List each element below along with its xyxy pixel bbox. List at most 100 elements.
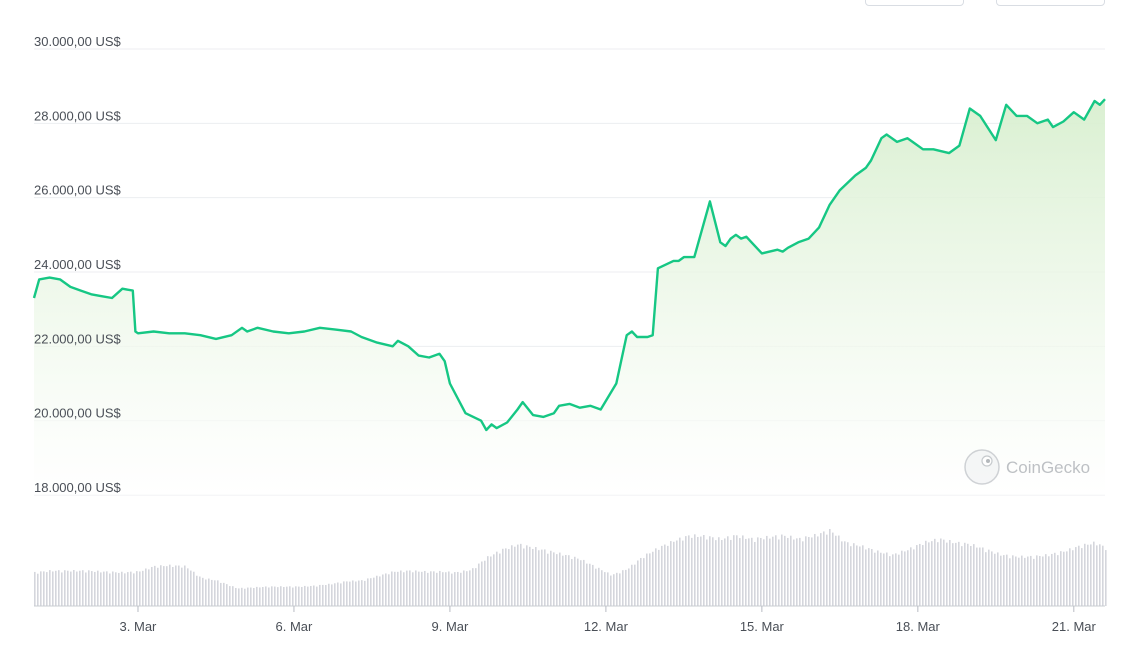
- volume-bar: [142, 570, 144, 606]
- volume-bar: [847, 542, 849, 606]
- volume-bar: [46, 572, 48, 606]
- volume-bar: [97, 570, 99, 606]
- volume-bar: [235, 587, 237, 606]
- volume-bar: [295, 586, 297, 606]
- volume-bar: [619, 573, 621, 606]
- volume-bar: [787, 537, 789, 606]
- volume-bar: [313, 585, 315, 606]
- volume-bar: [403, 572, 405, 606]
- volume-bar: [442, 572, 444, 606]
- volume-bar: [214, 580, 216, 606]
- volume-bar: [1060, 551, 1062, 606]
- volume-bar: [427, 572, 429, 606]
- volume-bar: [226, 584, 228, 606]
- volume-bar: [1072, 550, 1074, 606]
- y-tick-label: 30.000,00 US$: [34, 34, 122, 49]
- volume-bar: [364, 580, 366, 606]
- volume-bar: [1000, 555, 1002, 606]
- volume-bar: [979, 547, 981, 606]
- volume-bar: [304, 585, 306, 606]
- volume-bar: [559, 552, 561, 606]
- volume-bar: [556, 554, 558, 606]
- volume-bar: [724, 538, 726, 606]
- volume-bar: [1096, 545, 1098, 606]
- volume-bar: [742, 535, 744, 606]
- volume-bar: [841, 541, 843, 606]
- y-tick-label: 28.000,00 US$: [34, 108, 122, 123]
- volume-bar: [112, 571, 114, 606]
- volume-bar: [457, 571, 459, 606]
- volume-bar: [706, 539, 708, 606]
- volume-bar: [967, 543, 969, 606]
- volume-bar: [610, 575, 612, 606]
- x-tick-label: 21. Mar: [1052, 619, 1097, 634]
- volume-bar: [100, 572, 102, 606]
- volume-bar: [646, 553, 648, 606]
- volume-bar: [409, 570, 411, 606]
- volume-bar: [451, 573, 453, 606]
- volume-bar: [973, 544, 975, 606]
- volume-bar: [568, 555, 570, 606]
- volume-bar: [70, 571, 72, 606]
- volume-bar: [1090, 544, 1092, 606]
- volume-bar: [811, 537, 813, 606]
- volume-bar: [607, 572, 609, 606]
- volume-bar: [178, 565, 180, 606]
- volume-bar: [469, 570, 471, 606]
- volume-bar: [550, 550, 552, 606]
- volume-bar: [1006, 554, 1008, 606]
- volume-bar: [721, 540, 723, 606]
- volume-bar: [358, 580, 360, 606]
- volume-bar: [826, 534, 828, 606]
- volume-bar: [1063, 551, 1065, 606]
- volume-bar: [715, 540, 717, 606]
- volume-bar: [874, 552, 876, 606]
- volume-bar: [460, 572, 462, 606]
- volume-bar: [985, 552, 987, 606]
- volume-bar: [868, 548, 870, 606]
- volume-bar: [520, 543, 522, 606]
- volume-bar: [754, 541, 756, 606]
- volume-bar: [517, 544, 519, 606]
- y-axis: 30.000,00 US$ 28.000,00 US$ 26.000,00 US$ 2…: [34, 34, 122, 495]
- volume-bar: [853, 543, 855, 606]
- volume-bar: [727, 536, 729, 606]
- volume-bar: [355, 581, 357, 606]
- volume-bar: [310, 585, 312, 606]
- volume-bar: [55, 570, 57, 606]
- volume-bar: [376, 575, 378, 606]
- volume-bar: [652, 551, 654, 606]
- volume-bar: [415, 570, 417, 606]
- volume-bar: [994, 553, 996, 606]
- volume-bar: [505, 548, 507, 606]
- volume-bar: [817, 536, 819, 606]
- volume-bar: [595, 568, 597, 606]
- volume-bar: [616, 572, 618, 606]
- x-tick-label: 6. Mar: [276, 619, 314, 634]
- volume-bar: [301, 586, 303, 606]
- volume-bar: [1093, 541, 1095, 606]
- volume-bar: [613, 574, 615, 606]
- volume-bar: [991, 551, 993, 606]
- volume-bar: [502, 548, 504, 606]
- volume-bar: [763, 539, 765, 606]
- volume-bar: [598, 567, 600, 606]
- volume-bar: [730, 539, 732, 606]
- volume-bar: [541, 549, 543, 606]
- volume-bars: [34, 528, 1107, 606]
- volume-bar: [328, 583, 330, 606]
- volume-bar: [253, 587, 255, 606]
- volume-bar: [271, 586, 273, 606]
- volume-bar: [790, 535, 792, 606]
- volume-bar: [289, 586, 291, 606]
- range-button-right[interactable]: [996, 0, 1105, 6]
- volume-bar: [34, 571, 36, 606]
- volume-bar: [997, 552, 999, 606]
- volume-bar: [700, 536, 702, 606]
- volume-bar: [1030, 555, 1032, 606]
- volume-bar: [1039, 556, 1041, 606]
- range-button-left[interactable]: [865, 0, 964, 6]
- volume-bar: [796, 538, 798, 606]
- volume-bar: [394, 571, 396, 606]
- volume-bar: [808, 537, 810, 606]
